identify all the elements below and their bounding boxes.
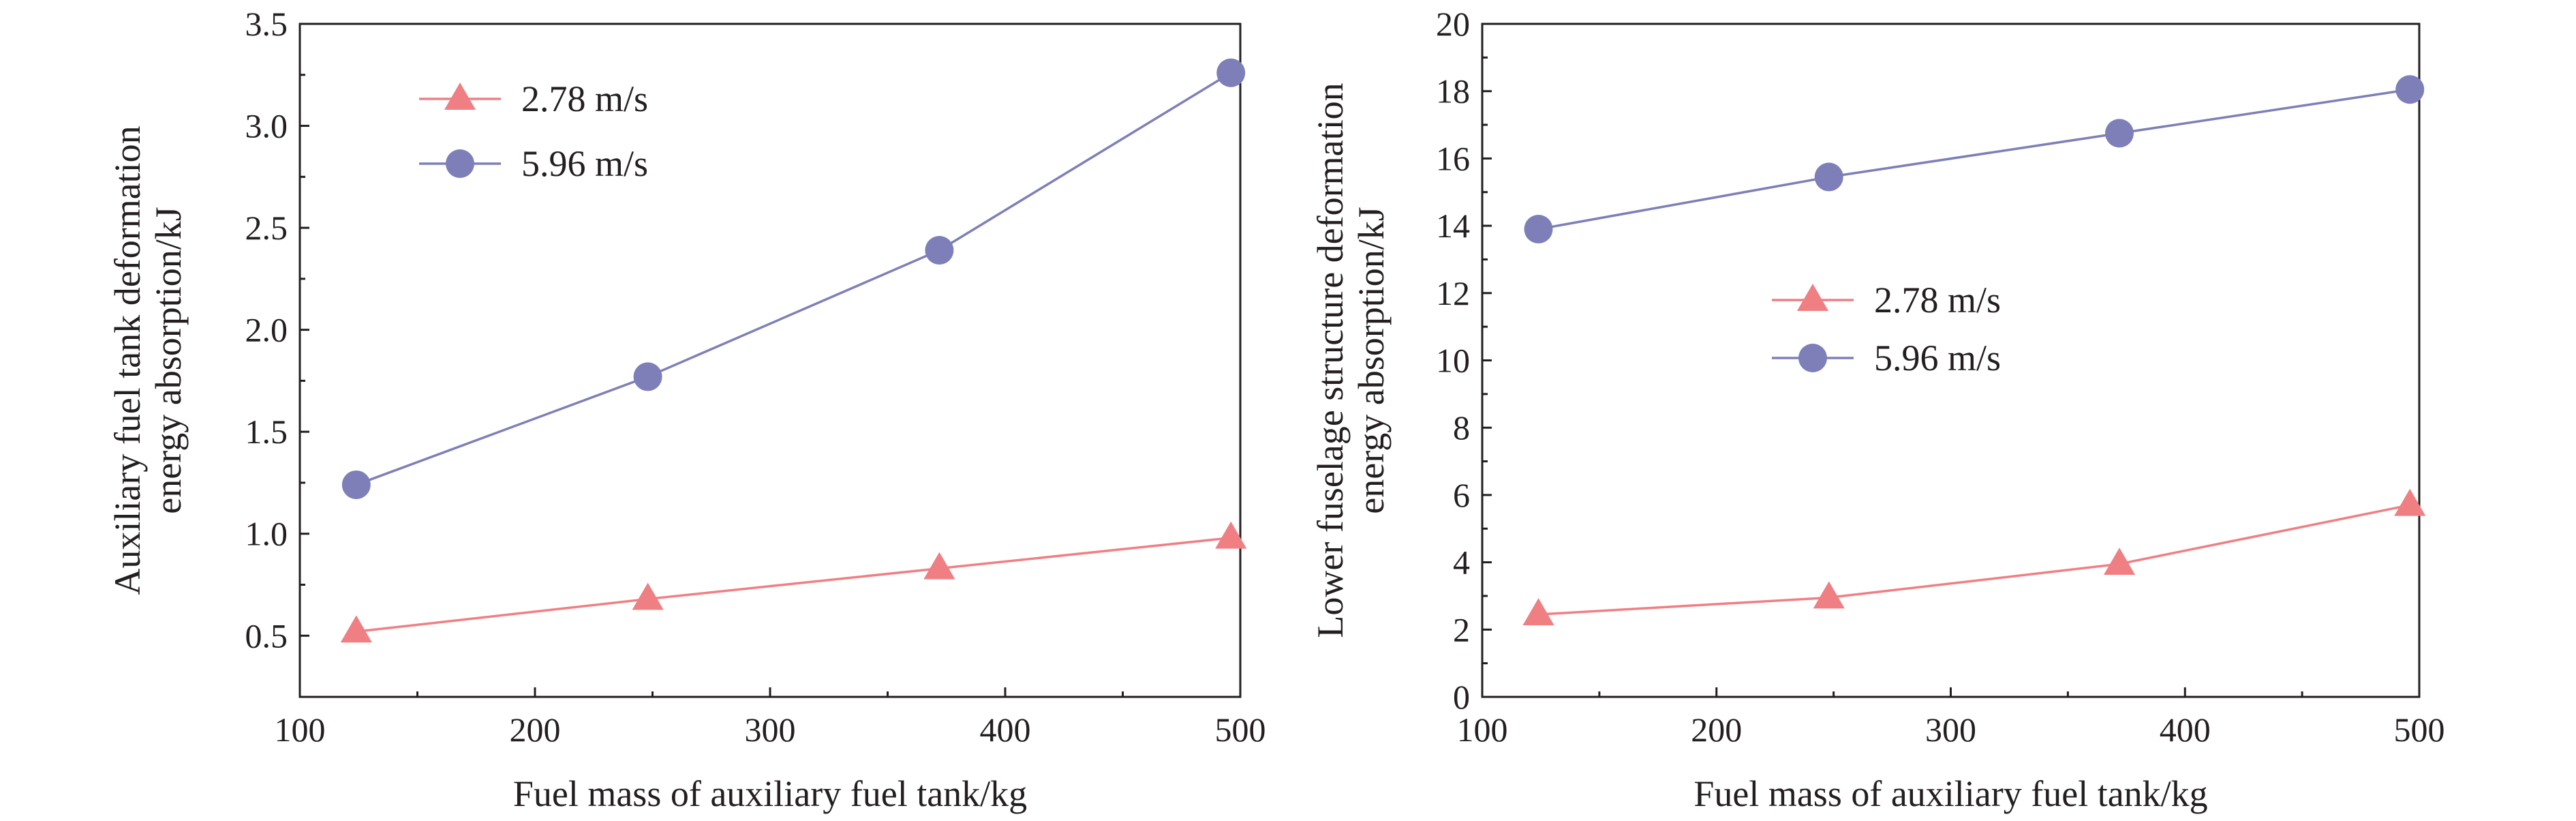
series-triangle bbox=[1522, 488, 2426, 626]
legend-label: 2.78 m/s bbox=[1874, 280, 2001, 320]
series-line bbox=[1538, 503, 2410, 616]
series-line bbox=[356, 72, 1232, 486]
data-point bbox=[2105, 119, 2134, 148]
legend: 2.78 m/s 5.96 m/s bbox=[419, 78, 648, 184]
series-line bbox=[356, 536, 1231, 633]
y-axis-label-line: Auxiliary fuel tank deformation bbox=[107, 125, 148, 595]
series-circle bbox=[1524, 75, 2425, 244]
plot-frame bbox=[298, 23, 1242, 698]
x-tick-label: 100 bbox=[275, 711, 326, 749]
x-tick-label: 200 bbox=[1691, 711, 1742, 749]
y-tick-label: 0.5 bbox=[245, 616, 288, 655]
x-tick-label: 400 bbox=[980, 711, 1031, 749]
x-tick-label: 200 bbox=[510, 711, 561, 749]
legend: 2.78 m/s 5.96 m/s bbox=[1772, 280, 2001, 378]
data-point bbox=[923, 552, 955, 580]
data-point bbox=[1814, 162, 1843, 192]
legend-label: 5.96 m/s bbox=[1874, 338, 2001, 378]
data-point bbox=[1216, 58, 1246, 87]
y-tick-label: 1.0 bbox=[245, 515, 288, 553]
data-point bbox=[340, 615, 372, 643]
left-chart: 100 200 300 400 500 0.5 1.0 1.5 2.0 2.5 3.0 3.5 Fuel… bbox=[107, 5, 1266, 814]
y-axis-label-line: Lower fuselage structure deformation bbox=[1310, 83, 1351, 638]
x-tick-label: 300 bbox=[745, 711, 796, 749]
y-axis-label-line: energy absorption/kJ bbox=[1351, 207, 1392, 513]
y-tick-label: 0 bbox=[1453, 678, 1470, 716]
y-tick-label: 3.0 bbox=[245, 107, 288, 145]
data-point bbox=[632, 582, 664, 610]
data-point bbox=[1813, 581, 1845, 609]
x-axis-label: Fuel mass of auxiliary fuel tank/kg bbox=[513, 773, 1027, 814]
data-point bbox=[341, 470, 371, 499]
y-tick-label: 3.5 bbox=[245, 5, 288, 43]
series-circle bbox=[341, 58, 1246, 499]
series-triangle bbox=[340, 521, 1247, 643]
y-tick-label: 2.5 bbox=[245, 209, 288, 247]
data-point bbox=[1796, 284, 1829, 311]
data-point bbox=[2395, 75, 2425, 104]
data-point bbox=[2103, 548, 2136, 576]
data-point bbox=[1522, 598, 1554, 626]
y-axis-label-line: energy absorption/kJ bbox=[148, 207, 189, 513]
y-tick-label: 12 bbox=[1436, 274, 1470, 312]
data-point bbox=[925, 235, 954, 265]
legend-label: 5.96 m/s bbox=[521, 143, 648, 184]
y-tick-label: 1.5 bbox=[245, 413, 288, 451]
data-point bbox=[633, 362, 662, 391]
right-chart: 100 200 300 400 500 0 2 4 6 8 10 12 14 16 18 20 Fuel mas… bbox=[1310, 5, 2445, 814]
data-point bbox=[444, 83, 476, 110]
data-point bbox=[446, 149, 474, 178]
y-tick-label: 6 bbox=[1453, 476, 1470, 514]
legend-label: 2.78 m/s bbox=[521, 78, 648, 119]
data-point bbox=[1798, 344, 1827, 372]
y-tick-label: 16 bbox=[1436, 139, 1470, 177]
x-axis-label: Fuel mass of auxiliary fuel tank/kg bbox=[1693, 773, 2207, 814]
y-tick-label: 14 bbox=[1436, 207, 1470, 245]
series-line bbox=[1538, 88, 2410, 230]
y-tick-label: 10 bbox=[1436, 342, 1470, 380]
data-point bbox=[2394, 488, 2426, 516]
y-tick-label: 18 bbox=[1436, 72, 1470, 110]
data-point bbox=[1215, 521, 1247, 549]
y-tick-label: 2 bbox=[1453, 610, 1470, 648]
x-tick-label: 100 bbox=[1457, 711, 1508, 749]
x-tick-label: 300 bbox=[1925, 711, 1976, 749]
x-tick-label: 500 bbox=[1215, 711, 1266, 749]
y-tick-label: 4 bbox=[1453, 543, 1470, 582]
y-tick-label: 20 bbox=[1436, 5, 1470, 43]
data-point bbox=[1524, 215, 1553, 244]
x-tick-label: 400 bbox=[2160, 711, 2211, 749]
x-tick-label: 500 bbox=[2394, 711, 2445, 749]
y-tick-label: 8 bbox=[1453, 408, 1470, 447]
y-tick-label: 2.0 bbox=[245, 311, 288, 349]
